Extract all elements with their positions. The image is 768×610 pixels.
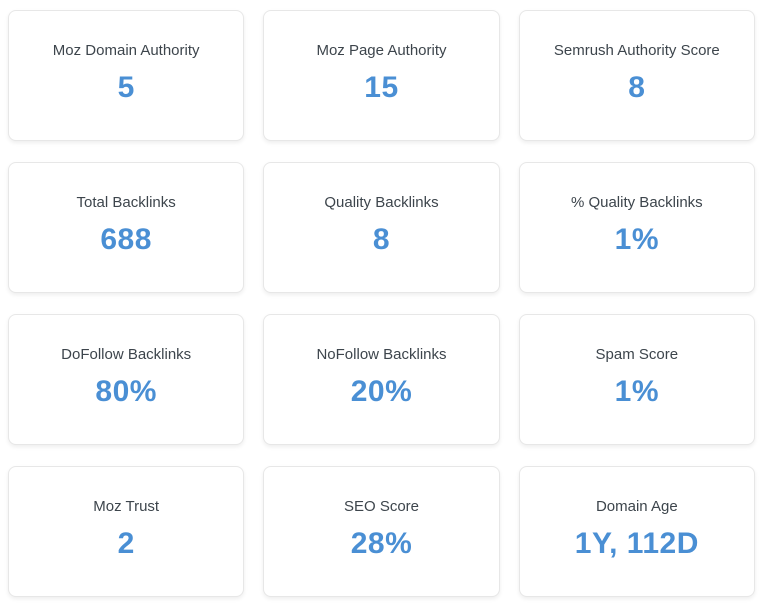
stat-value: 2 — [117, 527, 135, 560]
stat-card-moz-domain-authority: Moz Domain Authority 5 — [8, 10, 245, 141]
stat-label: Moz Page Authority — [316, 42, 447, 59]
stat-value: 688 — [100, 223, 152, 256]
stat-label: Spam Score — [595, 346, 679, 363]
stat-value: 5 — [117, 71, 135, 104]
stat-label: NoFollow Backlinks — [316, 346, 447, 363]
stat-label: DoFollow Backlinks — [61, 346, 192, 363]
stat-card-total-backlinks: Total Backlinks 688 — [8, 162, 245, 293]
stat-value: 28% — [350, 527, 413, 560]
stat-value: 8 — [372, 223, 391, 256]
stat-value: 15 — [364, 71, 399, 104]
stat-label: Semrush Authority Score — [553, 42, 720, 59]
stat-value: 20% — [350, 375, 413, 408]
stat-value: 1% — [614, 223, 659, 256]
stat-card-spam-score: Spam Score 1% — [518, 314, 755, 445]
stat-label: Moz Trust — [93, 498, 160, 515]
stat-value: 80% — [95, 375, 157, 408]
stat-card-quality-backlinks: Quality Backlinks 8 — [263, 162, 500, 293]
stat-label: Quality Backlinks — [324, 194, 439, 211]
stat-card-seo-score: SEO Score 28% — [263, 466, 500, 597]
stat-card-moz-trust: Moz Trust 2 — [8, 466, 245, 597]
stat-card-moz-page-authority: Moz Page Authority 15 — [263, 10, 500, 141]
stat-card-dofollow-backlinks: DoFollow Backlinks 80% — [8, 314, 245, 445]
stat-value: 8 — [628, 71, 646, 104]
stat-label: Domain Age — [595, 498, 678, 515]
stat-label: % Quality Backlinks — [570, 194, 703, 211]
stat-card-semrush-authority-score: Semrush Authority Score 8 — [518, 10, 755, 141]
stat-card-nofollow-backlinks: NoFollow Backlinks 20% — [263, 314, 500, 445]
stat-value: 1Y, 112D — [574, 527, 699, 560]
stat-label: Moz Domain Authority — [52, 42, 200, 59]
stat-label: SEO Score — [343, 498, 419, 515]
stat-label: Total Backlinks — [76, 194, 176, 211]
stat-card-percent-quality-backlinks: % Quality Backlinks 1% — [518, 162, 755, 293]
stat-value: 1% — [614, 375, 659, 408]
stat-card-domain-age: Domain Age 1Y, 112D — [518, 466, 755, 597]
